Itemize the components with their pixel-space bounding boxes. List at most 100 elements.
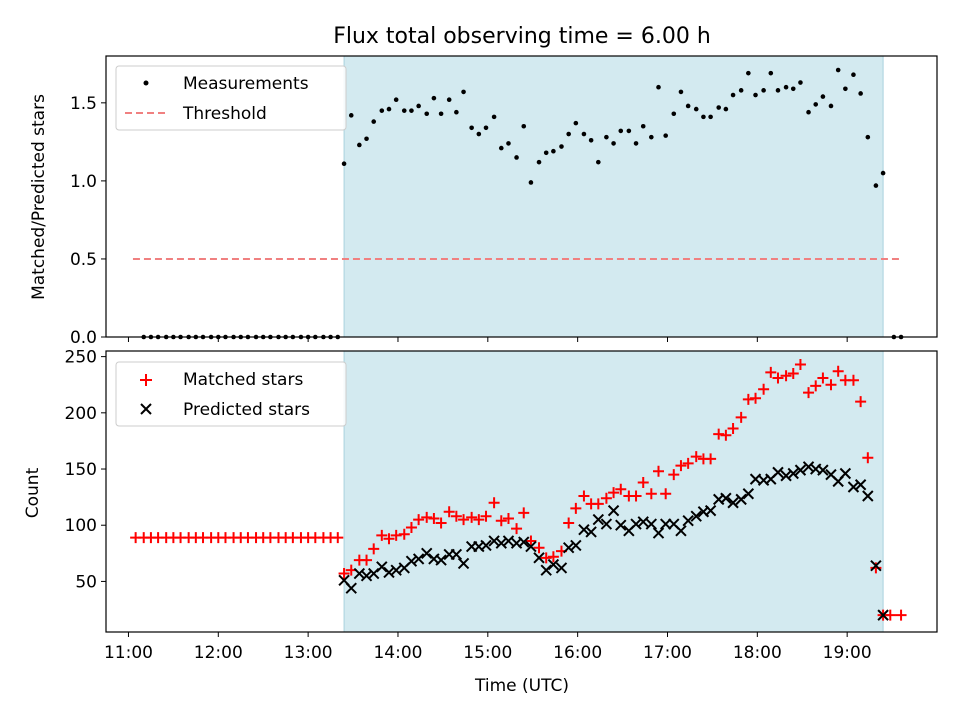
data-point bbox=[877, 609, 889, 621]
legend-threshold-label: Threshold bbox=[182, 104, 267, 124]
legend-frame bbox=[115, 361, 347, 427]
data-point bbox=[600, 518, 613, 530]
data-point bbox=[787, 367, 799, 379]
data-point bbox=[611, 141, 616, 146]
data-point bbox=[600, 492, 612, 504]
data-point bbox=[671, 111, 677, 117]
data-point bbox=[851, 72, 856, 78]
data-point bbox=[491, 114, 497, 120]
data-point bbox=[843, 86, 848, 92]
data-point bbox=[775, 88, 781, 93]
data-point bbox=[495, 537, 507, 549]
data-point bbox=[555, 562, 568, 574]
data-point bbox=[563, 517, 575, 529]
data-point bbox=[581, 131, 587, 137]
data-point bbox=[585, 526, 597, 538]
data-point bbox=[630, 490, 642, 502]
data-point bbox=[645, 518, 658, 530]
data-point bbox=[802, 461, 815, 473]
data-point bbox=[839, 467, 852, 480]
data-point bbox=[753, 92, 758, 98]
data-point bbox=[511, 523, 523, 535]
y-tick-label: 200 bbox=[65, 404, 97, 424]
y-tick-label: 0.5 bbox=[70, 250, 97, 270]
data-point bbox=[783, 84, 789, 90]
data-point bbox=[675, 525, 687, 537]
top-ylabel: Matched/Predicted stars bbox=[29, 94, 49, 300]
data-point bbox=[514, 155, 519, 160]
data-point bbox=[780, 370, 792, 382]
data-point bbox=[862, 490, 874, 502]
data-point bbox=[435, 517, 447, 529]
legend-matched-marker bbox=[140, 374, 152, 386]
data-point bbox=[772, 372, 784, 384]
data-point bbox=[817, 372, 829, 384]
data-point bbox=[735, 493, 747, 506]
data-point bbox=[357, 142, 362, 148]
ratio-panel: 0.0 0.5 1.0 1.5 bbox=[70, 55, 938, 348]
data-point bbox=[855, 396, 867, 408]
data-point bbox=[578, 524, 590, 536]
data-point bbox=[386, 106, 392, 112]
legend-frame bbox=[115, 65, 347, 131]
y-tick-label: 0.0 bbox=[70, 328, 97, 348]
data-point bbox=[480, 539, 492, 552]
data-point bbox=[817, 464, 829, 476]
series-matched-stars bbox=[130, 358, 907, 621]
data-point bbox=[847, 374, 859, 386]
data-point bbox=[383, 533, 395, 545]
data-point bbox=[461, 89, 466, 95]
data-point bbox=[750, 392, 762, 404]
data-point bbox=[742, 393, 754, 405]
data-point bbox=[547, 558, 560, 571]
data-point bbox=[653, 465, 665, 477]
data-point bbox=[607, 504, 620, 517]
data-point bbox=[473, 514, 485, 526]
data-point bbox=[376, 561, 388, 573]
data-point bbox=[416, 103, 421, 109]
data-point bbox=[540, 552, 552, 564]
series-predicted-stars bbox=[338, 461, 889, 621]
data-point bbox=[547, 551, 559, 563]
data-point bbox=[498, 145, 504, 151]
count-legend: Matched stars Predicted stars bbox=[115, 361, 347, 427]
data-point bbox=[794, 464, 807, 476]
data-point bbox=[390, 529, 402, 541]
data-point bbox=[608, 487, 620, 499]
data-point bbox=[466, 511, 478, 523]
data-point bbox=[559, 144, 564, 149]
data-point bbox=[592, 513, 605, 526]
data-point bbox=[640, 123, 646, 129]
data-point bbox=[443, 506, 455, 518]
data-point bbox=[361, 554, 373, 566]
data-point bbox=[690, 451, 702, 463]
data-point bbox=[854, 479, 867, 491]
data-point bbox=[518, 536, 530, 548]
data-point bbox=[690, 510, 702, 522]
data-point bbox=[835, 67, 841, 73]
data-point bbox=[450, 510, 462, 522]
data-point bbox=[780, 470, 792, 482]
data-point bbox=[828, 103, 834, 109]
y-tick-label: 100 bbox=[65, 516, 97, 536]
data-point bbox=[870, 562, 882, 574]
y-tick-label: 150 bbox=[65, 460, 97, 480]
data-point bbox=[693, 106, 699, 112]
data-point bbox=[521, 123, 527, 129]
data-point bbox=[847, 481, 860, 493]
data-point bbox=[727, 497, 739, 509]
data-point bbox=[570, 539, 582, 552]
data-point bbox=[364, 136, 369, 142]
data-point bbox=[682, 457, 694, 469]
data-point bbox=[421, 547, 433, 560]
data-point bbox=[675, 460, 687, 472]
data-point bbox=[525, 540, 537, 553]
data-point bbox=[832, 365, 844, 377]
x-tick-label: 12:00 bbox=[194, 643, 243, 663]
y-tick-label: 250 bbox=[65, 348, 97, 368]
data-point bbox=[345, 582, 357, 594]
data-point bbox=[637, 477, 649, 489]
y-tick-label: 1.5 bbox=[70, 94, 97, 114]
data-point bbox=[626, 128, 632, 134]
data-point bbox=[393, 97, 399, 103]
